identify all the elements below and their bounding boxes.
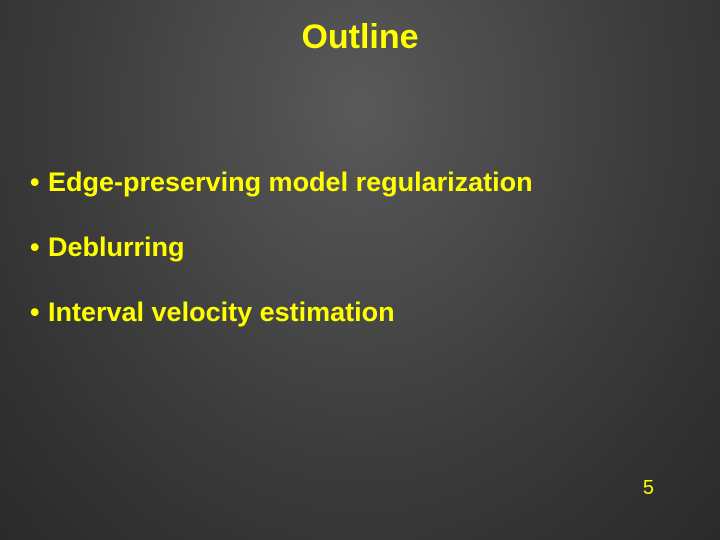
bullet-item: Deblurring [30, 232, 720, 263]
bullet-item: Interval velocity estimation [30, 297, 720, 328]
slide-title: Outline [0, 0, 720, 57]
bullet-list: Edge-preserving model regularization Deb… [0, 167, 720, 328]
bullet-item: Edge-preserving model regularization [30, 167, 720, 198]
page-number: 5 [643, 477, 654, 500]
